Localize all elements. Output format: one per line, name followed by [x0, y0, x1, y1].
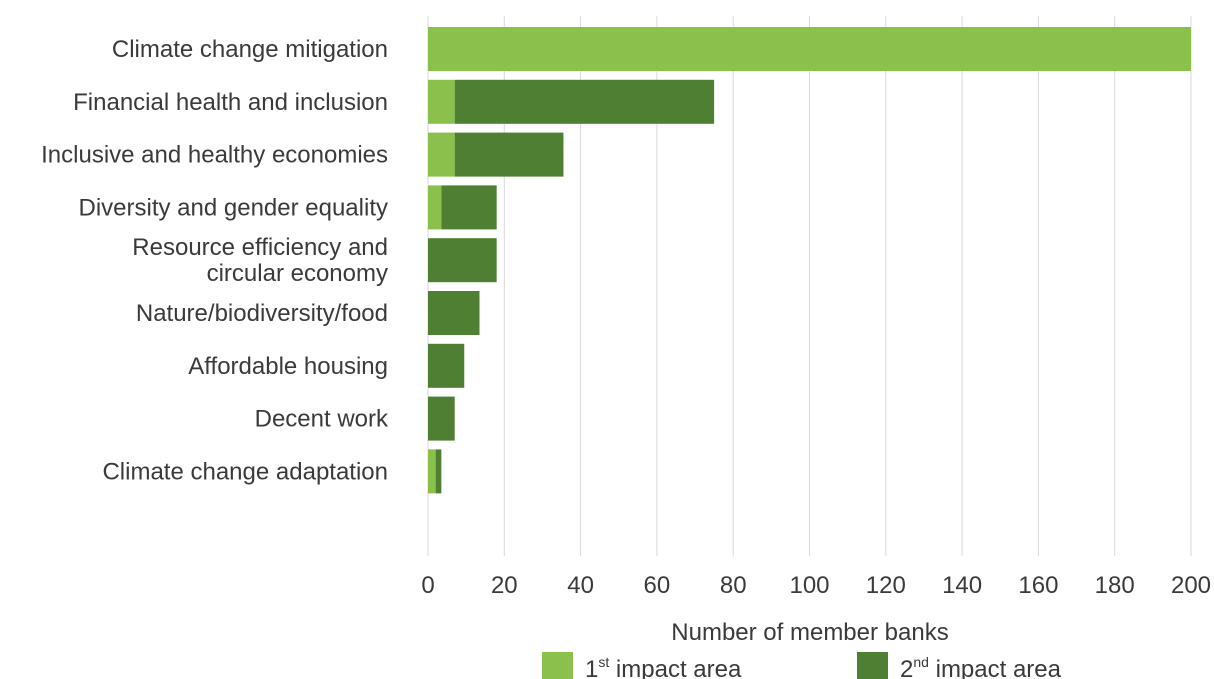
- x-tick-label: 40: [567, 572, 594, 599]
- bar-series1-3: [428, 185, 442, 230]
- legend-label-2: 2nd impact area: [900, 654, 1062, 679]
- legend-label-1: 1st impact area: [585, 654, 742, 679]
- bar-series1-1: [428, 79, 455, 124]
- legend-label-superscript: nd: [913, 654, 929, 670]
- legend-label-base: 2: [900, 656, 913, 679]
- x-tick-label: 180: [1095, 572, 1135, 599]
- legend-label-rest: impact area: [929, 656, 1062, 679]
- x-tick-label: 120: [866, 572, 906, 599]
- bar-series2-5: [428, 291, 480, 335]
- category-label: Diversity and gender equality: [78, 194, 388, 221]
- x-axis-title: Number of member banks: [671, 619, 948, 646]
- category-label: circular economy: [207, 260, 388, 287]
- bar-series2-8: [435, 449, 442, 494]
- bar-series2-3: [441, 185, 497, 230]
- x-tick-labels: 0 20 40 60 80 100 120 140 160 180 200: [421, 572, 1211, 599]
- legend-label-base: 1: [585, 656, 598, 679]
- legend-swatch-2: [857, 652, 888, 679]
- bar-series1-0: [428, 27, 1191, 71]
- bar-series2-6: [428, 343, 465, 388]
- x-tick-label: 80: [720, 572, 747, 599]
- bars: [428, 27, 1191, 494]
- x-tick-label: 140: [942, 572, 982, 599]
- category-label: Financial health and inclusion: [73, 89, 388, 116]
- x-tick-label: 200: [1171, 572, 1211, 599]
- bar-series2-4: [428, 238, 497, 283]
- legend: 1st impact area 2nd impact area: [542, 652, 1062, 679]
- x-tick-label: 0: [421, 572, 434, 599]
- bar-series2-7: [428, 396, 455, 441]
- bar-series1-2: [428, 132, 455, 177]
- x-tick-label: 20: [491, 572, 518, 599]
- category-label: Inclusive and healthy economies: [41, 142, 388, 169]
- category-label: Nature/biodiversity/food: [136, 300, 388, 327]
- bar-series2-2: [454, 132, 564, 177]
- legend-swatch-1: [542, 652, 573, 679]
- category-label: Climate change adaptation: [102, 458, 388, 485]
- category-labels: Climate change mitigation Financial healt…: [41, 36, 389, 485]
- x-tick-label: 60: [644, 572, 671, 599]
- legend-label-rest: impact area: [609, 656, 742, 679]
- legend-label-superscript: st: [598, 654, 609, 670]
- category-label: Climate change mitigation: [112, 36, 388, 63]
- x-tick-label: 100: [789, 572, 829, 599]
- bar-series2-1: [454, 79, 715, 124]
- category-label: Decent work: [255, 406, 389, 433]
- category-label: Resource efficiency and: [132, 234, 388, 261]
- category-label: Affordable housing: [188, 353, 388, 380]
- x-tick-label: 160: [1018, 572, 1058, 599]
- bar-series1-8: [428, 449, 436, 494]
